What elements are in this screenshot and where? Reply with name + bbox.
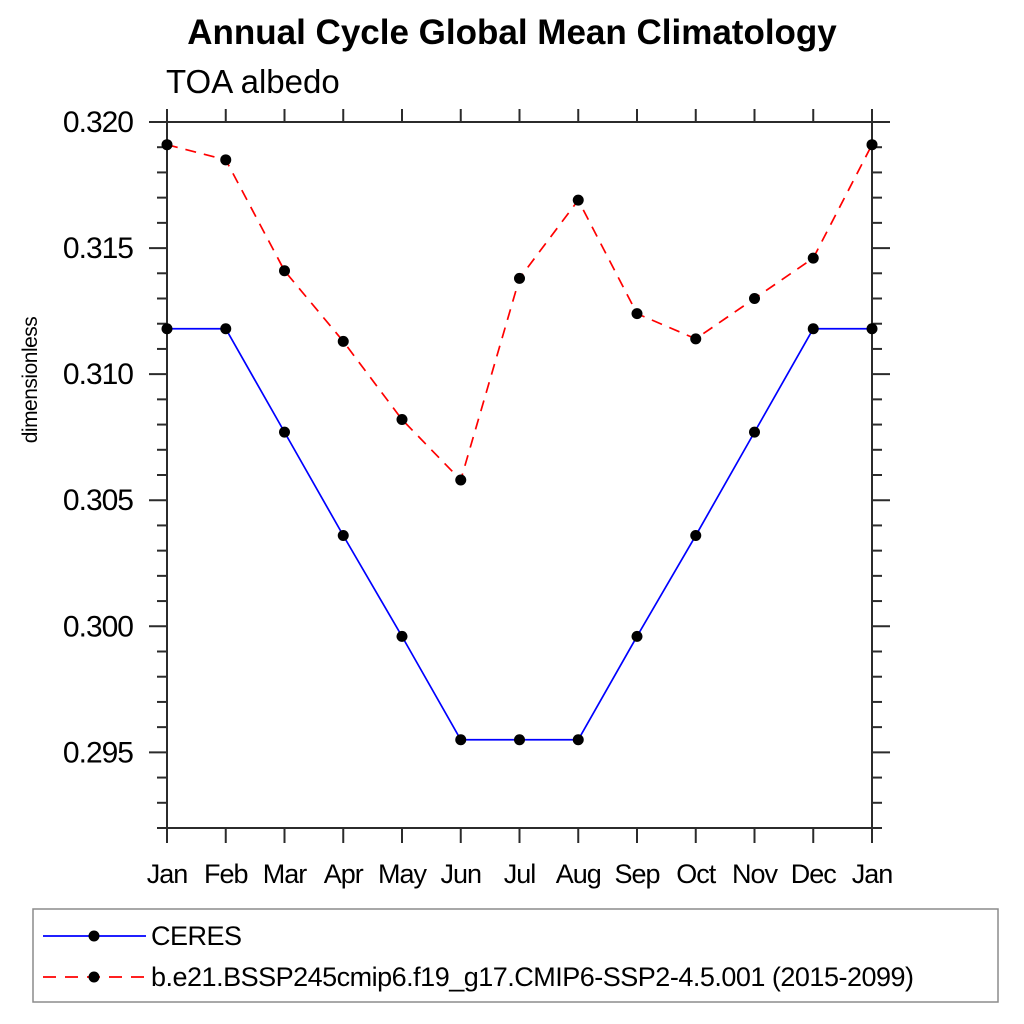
- x-tick-label: Mar: [263, 859, 308, 889]
- data-point-marker: [866, 323, 878, 335]
- y-tick-label: 0.310: [63, 358, 133, 391]
- x-tick-label: Apr: [324, 859, 364, 889]
- y-axis-label: dimensionless: [19, 317, 42, 444]
- y-tick-label: 0.305: [63, 484, 133, 517]
- data-point-marker: [514, 272, 525, 284]
- chart-title: Annual Cycle Global Mean Climatology: [187, 13, 837, 52]
- data-point-marker: [337, 335, 349, 347]
- data-point-marker: [514, 734, 525, 746]
- series-line-model: [166, 143, 873, 482]
- data-point-marker: [807, 252, 819, 264]
- data-point-marker: [396, 630, 408, 642]
- data-point-marker: [807, 323, 819, 335]
- x-tick-label: Jan: [852, 859, 893, 889]
- data-point-marker: [337, 530, 349, 542]
- axis-tick-labels-group: 0.295 0.300 0.305 0.310 0.315 0.320 Jan Feb Mar A…: [63, 106, 893, 889]
- data-point-marker: [866, 139, 878, 151]
- x-tick-label: Jan: [147, 859, 188, 889]
- x-tick-label: Oct: [676, 859, 717, 889]
- legend-marker: [88, 971, 100, 983]
- legend-box: [32, 908, 999, 1003]
- x-tick-label: Feb: [204, 859, 248, 889]
- legend-marker: [88, 930, 100, 942]
- series-line-obs: [167, 327, 872, 741]
- data-point-marker: [279, 426, 290, 438]
- y-tick-label: 0.315: [63, 232, 133, 265]
- data-point-marker: [455, 734, 467, 746]
- data-point-marker: [690, 530, 702, 542]
- data-point-marker: [631, 630, 643, 642]
- plot-frame-group: [166, 121, 873, 829]
- data-point-marker: [631, 308, 643, 320]
- chart-subtitle: TOA albedo: [166, 63, 340, 100]
- plot-frame: [166, 121, 873, 829]
- x-tick-label: Jun: [440, 859, 481, 889]
- legend-label: CERES: [151, 921, 242, 951]
- data-point-marker: [279, 265, 290, 277]
- axis-ticks-group: [149, 109, 890, 843]
- data-point-marker: [161, 139, 173, 151]
- series-group: [161, 139, 878, 746]
- x-tick-label: Dec: [791, 859, 837, 889]
- y-tick-label: 0.300: [63, 610, 133, 643]
- data-point-marker: [690, 333, 702, 345]
- legend: CERES b.e21.BSSP245cmip6.f19_g17.CMIP6-SS…: [32, 908, 999, 1003]
- x-tick-label: Sep: [614, 859, 659, 889]
- data-point-marker: [749, 293, 760, 304]
- legend-label: b.e21.BSSP245cmip6.f19_g17.CMIP6-SSP2-4.…: [151, 962, 914, 992]
- y-tick-label: 0.320: [63, 106, 133, 139]
- data-point-marker: [220, 323, 232, 335]
- data-point-marker: [161, 323, 173, 335]
- data-point-marker: [455, 474, 467, 486]
- data-point-marker: [572, 194, 584, 206]
- data-point-marker: [220, 154, 232, 166]
- data-point-marker: [396, 414, 408, 426]
- x-tick-label: Nov: [732, 859, 779, 889]
- data-point-marker: [572, 734, 584, 746]
- data-point-marker: [749, 426, 760, 438]
- x-tick-label: May: [378, 859, 428, 889]
- x-tick-label: Aug: [556, 859, 601, 889]
- x-tick-label: Jul: [504, 859, 536, 889]
- y-tick-label: 0.295: [63, 736, 133, 769]
